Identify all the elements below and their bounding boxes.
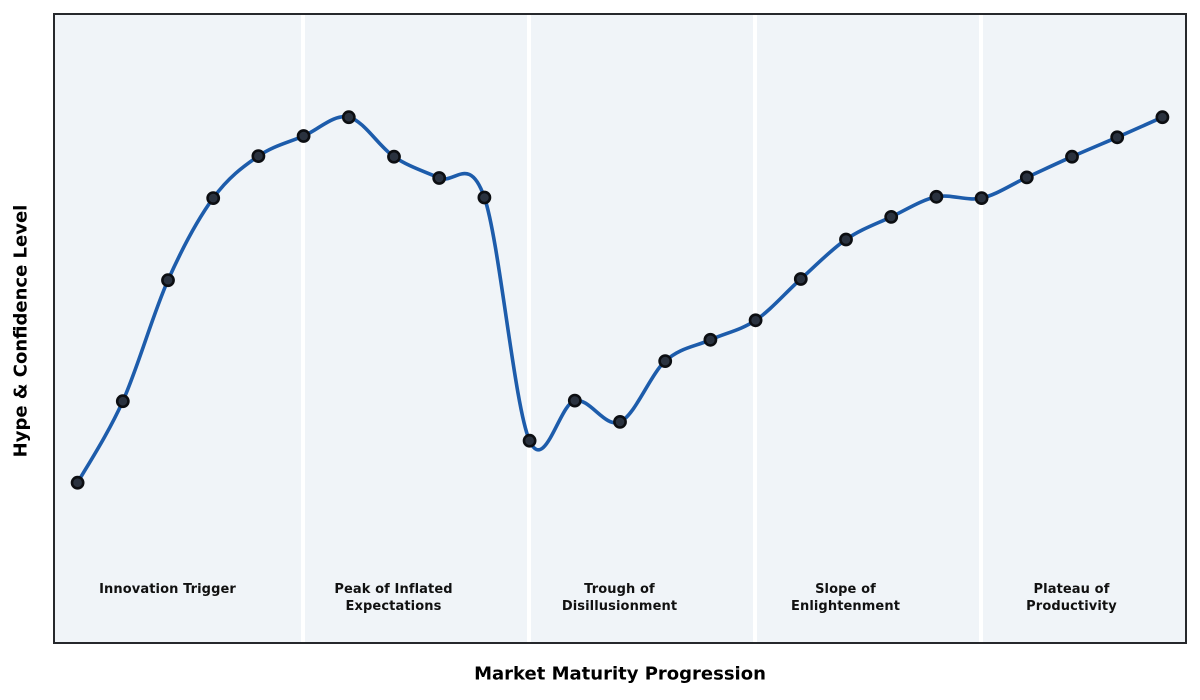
data-point-marker	[929, 189, 943, 204]
plot-area: Innovation Trigger Peak of Inflated Expec…	[52, 12, 1187, 644]
x-axis-label: Market Maturity Progression	[474, 663, 766, 685]
phase-separator	[527, 14, 532, 642]
hype-curve-chart	[70, 109, 1169, 490]
data-point-marker	[1109, 129, 1124, 144]
data-point-marker	[1064, 149, 1079, 164]
phase-label-trough-of-disillusionment: Trough of Disillusionment	[561, 581, 678, 614]
data-point-marker	[70, 475, 84, 490]
data-point-marker	[1155, 109, 1169, 124]
data-point-marker	[522, 433, 536, 448]
data-point-marker	[612, 414, 627, 429]
data-point-marker	[748, 312, 762, 327]
phase-separator	[301, 14, 306, 642]
data-point-marker	[1019, 169, 1034, 184]
data-point-marker	[793, 271, 808, 286]
y-axis-label: Hype & Confidence Level	[10, 204, 32, 458]
data-point-marker	[974, 190, 988, 205]
plot-inner: Innovation Trigger Peak of Inflated Expec…	[55, 14, 1185, 642]
phase-label-innovation-trigger: Innovation Trigger	[99, 581, 236, 597]
phase-label-slope-of-enlightenment: Slope of Enlightenment	[790, 581, 901, 614]
data-point-marker	[567, 393, 582, 407]
data-point-marker	[115, 393, 130, 408]
phase-label-plateau-of-productivity: Plateau of Productivity	[1026, 581, 1117, 614]
data-point-marker	[476, 190, 491, 204]
data-point-marker	[431, 170, 446, 185]
data-point-marker	[160, 272, 175, 287]
phase-separator	[753, 14, 758, 642]
data-point-marker	[296, 128, 310, 143]
data-point-marker	[883, 209, 898, 224]
data-point-marker	[838, 232, 853, 246]
data-point-marker	[205, 190, 220, 205]
data-point-marker	[386, 149, 401, 164]
phase-label-peak-of-inflated-expectations: Peak of Inflated Expectations	[334, 581, 453, 614]
data-point-marker	[341, 109, 356, 124]
phase-separator	[979, 14, 984, 642]
data-point-marker	[250, 148, 265, 163]
data-point-marker	[657, 353, 672, 368]
data-point-marker	[703, 332, 717, 347]
